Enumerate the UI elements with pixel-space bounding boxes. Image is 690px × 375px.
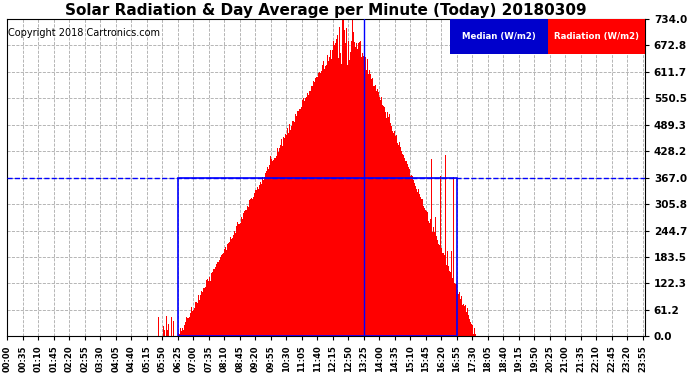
Title: Solar Radiation & Day Average per Minute (Today) 20180309: Solar Radiation & Day Average per Minute… xyxy=(65,3,586,18)
Bar xyxy=(177,178,457,336)
FancyBboxPatch shape xyxy=(548,19,645,54)
Text: Radiation (W/m2): Radiation (W/m2) xyxy=(554,32,639,41)
Text: Copyright 2018 Cartronics.com: Copyright 2018 Cartronics.com xyxy=(8,28,160,39)
FancyBboxPatch shape xyxy=(451,19,548,54)
Text: Median (W/m2): Median (W/m2) xyxy=(462,32,536,41)
